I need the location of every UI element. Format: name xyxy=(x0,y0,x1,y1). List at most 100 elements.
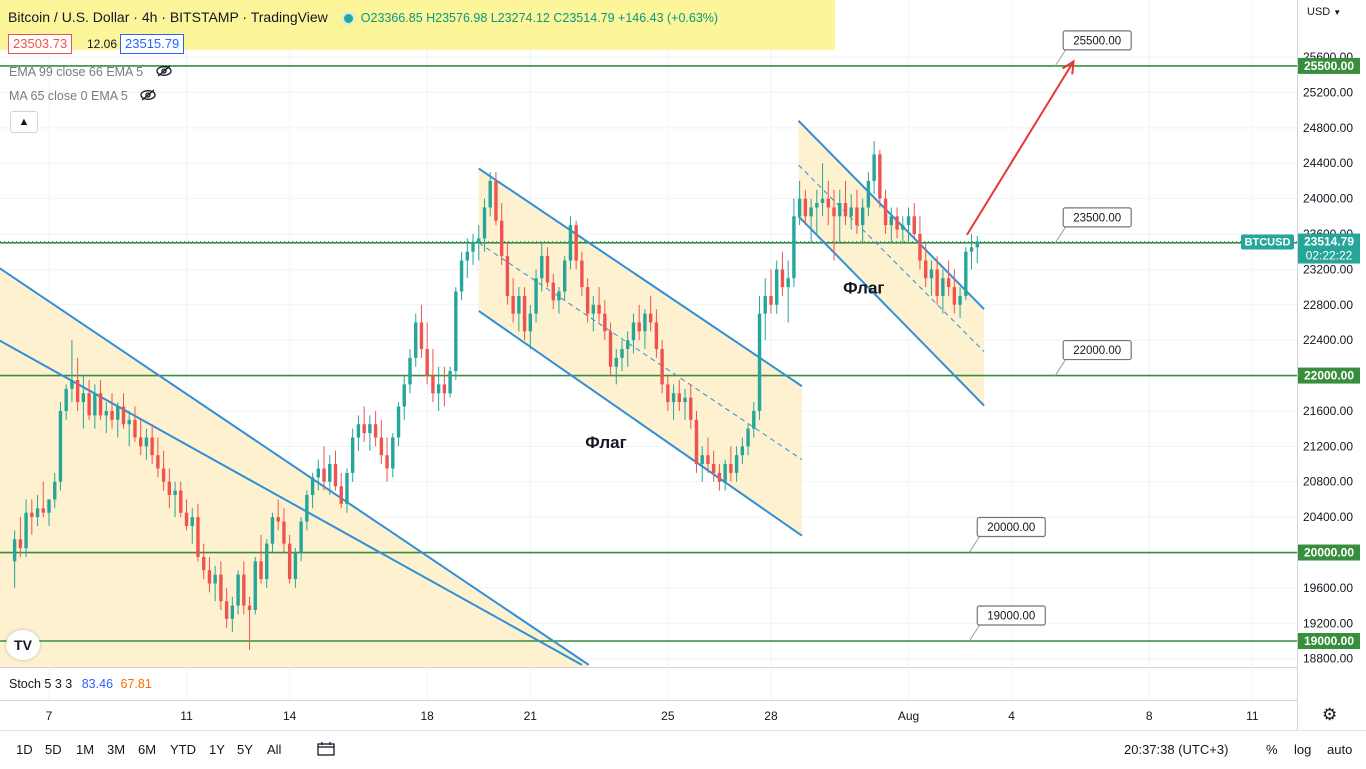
candle xyxy=(832,189,836,261)
candle xyxy=(282,508,286,553)
time-axis: 7 11 14 18 21 25 28 Aug 4 8 11 xyxy=(46,709,1259,723)
candle-body xyxy=(161,468,166,482)
market-status-dot[interactable] xyxy=(341,11,355,25)
candle-body xyxy=(666,384,670,403)
candle-body xyxy=(752,410,756,429)
log-toggle[interactable]: log xyxy=(1294,742,1312,757)
candle xyxy=(138,419,143,456)
stoch-legend[interactable]: Stoch 5 3 3 83.46 67.81 xyxy=(9,677,152,691)
candle xyxy=(196,503,200,562)
candle xyxy=(448,366,452,398)
candle xyxy=(872,141,876,195)
candle xyxy=(276,499,280,531)
candle xyxy=(385,437,389,482)
candle xyxy=(35,495,40,526)
candle-body xyxy=(689,397,693,420)
candle xyxy=(895,207,899,239)
candle xyxy=(797,180,802,226)
candle xyxy=(757,295,762,420)
candle-body xyxy=(414,322,418,358)
flag2-mid-line xyxy=(798,164,985,353)
candle-body xyxy=(603,313,607,332)
candle-body xyxy=(534,278,538,314)
timeframe-button[interactable]: 3M xyxy=(107,742,126,757)
candle xyxy=(969,234,974,270)
candle xyxy=(717,464,722,491)
candle-body xyxy=(35,508,40,518)
candle-body xyxy=(230,605,235,619)
candle xyxy=(803,189,808,226)
level-callout-box xyxy=(976,605,1046,626)
candle-body xyxy=(694,419,699,465)
eye-hidden-icon[interactable] xyxy=(155,65,173,80)
timeframe-button[interactable]: 1M xyxy=(76,742,95,757)
symbol-title[interactable]: Bitcoin / U.S. Dollar · 4h · BITSTAMP · … xyxy=(8,9,328,25)
candle-body xyxy=(299,521,303,553)
candle xyxy=(574,220,578,270)
candle xyxy=(150,424,154,465)
indicator-ma-label: MA 65 close 0 EMA 5 xyxy=(9,89,128,103)
clock-time[interactable]: 20:37:38 (UTC+3) xyxy=(1124,742,1229,757)
auto-toggle[interactable]: auto xyxy=(1327,742,1353,757)
candle xyxy=(81,375,86,429)
level-callout-pointer xyxy=(1054,358,1067,376)
eye-hidden-icon[interactable] xyxy=(139,89,157,104)
candle xyxy=(923,242,928,288)
time-tick-label: 21 xyxy=(524,709,538,723)
flag1-mid-line xyxy=(478,242,803,461)
currency-selector[interactable]: USD ▼ xyxy=(1307,6,1341,18)
collapse-legend-button[interactable]: ▲ xyxy=(10,111,38,133)
candle xyxy=(242,561,246,615)
candle xyxy=(528,304,533,350)
indicator-ma[interactable]: MA 65 close 0 EMA 5 xyxy=(9,89,157,104)
flag-annotation: Флаг xyxy=(585,433,626,452)
price-tick-label: 18800.00 xyxy=(1303,652,1353,666)
candle xyxy=(517,287,521,332)
candle-body xyxy=(305,495,309,522)
level-axis-badge xyxy=(1298,633,1360,649)
timeframe-button[interactable]: 1D xyxy=(16,742,33,757)
candle-body xyxy=(459,260,464,292)
date-range-icon[interactable] xyxy=(317,742,335,759)
timeframe-button[interactable]: All xyxy=(267,742,282,757)
tradingview-logo-icon[interactable]: TV xyxy=(6,630,40,660)
candle xyxy=(64,384,68,420)
candle-body xyxy=(860,207,865,226)
candle-body xyxy=(855,207,859,226)
timeframe-button[interactable]: 6M xyxy=(138,742,157,757)
candle-body xyxy=(832,207,836,217)
price-tick-label: 21200.00 xyxy=(1303,439,1353,453)
candle-body xyxy=(12,539,17,562)
candle-body xyxy=(402,384,406,407)
candle-body xyxy=(757,313,762,411)
candle xyxy=(551,273,555,310)
candle-body xyxy=(196,517,200,557)
candle xyxy=(104,402,109,434)
candle-body xyxy=(24,512,28,549)
gear-icon[interactable]: ⚙ xyxy=(1322,705,1338,724)
candle-body xyxy=(826,198,830,208)
candle xyxy=(729,446,733,482)
price-tick-label: 19200.00 xyxy=(1303,616,1353,630)
candle-body xyxy=(522,295,527,332)
candle xyxy=(454,287,458,380)
candle xyxy=(459,251,464,301)
sell-price-box[interactable]: 23503.73 xyxy=(8,34,73,54)
timeframe-button[interactable]: 5Y xyxy=(237,742,253,757)
candle-body xyxy=(156,455,160,469)
time-tick-label: 11 xyxy=(1246,709,1259,723)
candle xyxy=(918,216,922,270)
buy-price-box[interactable]: 23515.79 xyxy=(120,34,185,54)
candle xyxy=(373,410,378,447)
percent-toggle[interactable]: % xyxy=(1266,742,1278,757)
candle xyxy=(580,251,584,296)
candle-body xyxy=(98,393,103,416)
timeframe-button[interactable]: 5D xyxy=(45,742,62,757)
timeframe-button[interactable]: 1Y xyxy=(209,742,225,757)
candle xyxy=(299,517,303,562)
indicator-ema[interactable]: EMA 99 close 66 EMA 5 xyxy=(9,65,173,80)
candle-body xyxy=(734,455,739,473)
time-tick-label: 11 xyxy=(180,709,193,723)
timeframe-button[interactable]: YTD xyxy=(170,742,196,757)
